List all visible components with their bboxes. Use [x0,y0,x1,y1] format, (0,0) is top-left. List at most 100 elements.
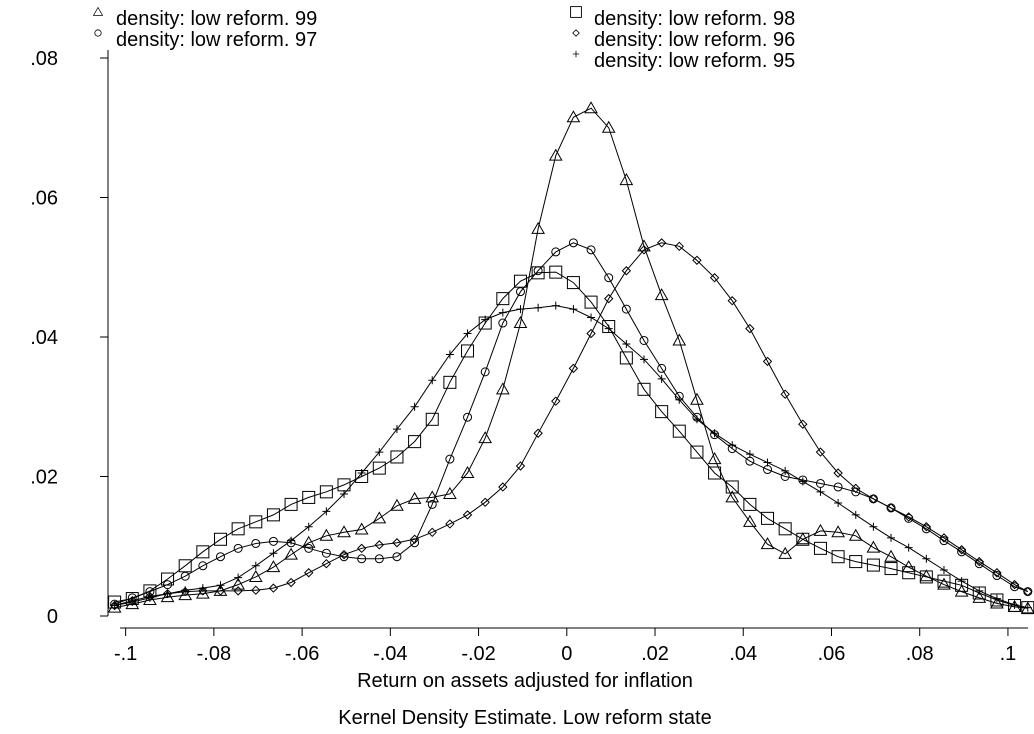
legend-marker [572,50,580,58]
data-point [356,543,367,554]
data-point [781,466,790,475]
data-point [972,590,987,603]
data-point [213,532,227,546]
data-point [584,101,598,114]
data-point [231,522,245,536]
data-point [937,577,951,590]
x-tick-label: -.08 [197,643,231,665]
data-point [248,569,263,582]
x-tick-label: .08 [906,643,934,665]
data-point [231,577,246,590]
data-point [287,536,296,545]
series-plus [110,301,1032,612]
data-point [515,461,526,471]
data-point [531,221,545,234]
series-triangle [107,101,1034,614]
data-point [128,598,137,607]
data-point [410,538,420,548]
data-point [322,507,331,516]
x-tick-label: -.02 [461,643,495,665]
data-point [727,296,737,306]
plot-area [107,101,1034,615]
x-axis: -.1 -.08 -.06 -.04 -.02 0 .02 .04 .06 .08 .1 [114,627,1028,665]
data-point [762,356,773,367]
data-point [639,335,649,345]
x-tick-label: .1 [1000,643,1017,665]
data-point [374,554,384,564]
data-point [887,533,896,542]
data-point [992,568,1002,578]
data-point [125,597,140,610]
data-point [815,447,826,457]
data-point [813,541,827,555]
data-point [674,241,684,252]
data-point [903,512,914,522]
data-point [743,497,757,511]
data-point [975,586,984,595]
data-point [498,318,508,328]
data-point [956,545,967,555]
data-point [710,429,719,438]
data-point [251,561,260,570]
data-point [498,482,508,492]
data-point [798,419,808,429]
data-point [496,292,510,306]
data-point [692,255,702,265]
data-point [690,445,704,459]
data-point [708,466,722,480]
data-point [301,535,316,548]
legend-entry: density: low reform. 98 [570,6,795,30]
data-point [1023,603,1032,612]
data-point [586,328,596,339]
data-point [319,485,333,499]
data-point [234,573,243,582]
data-point [357,554,367,564]
data-point [533,266,543,276]
data-point [480,497,490,508]
data-point [621,266,632,276]
data-point [304,522,313,531]
data-point [904,543,913,552]
data-point [178,588,193,601]
data-point [990,596,1004,609]
data-point [778,522,792,536]
data-point [831,550,845,564]
data-point [795,532,810,545]
data-point [215,552,225,562]
data-point [816,487,825,496]
data-point [849,555,863,569]
data-point [813,523,828,536]
data-point [551,396,561,406]
data-point [922,554,931,563]
legend-label: density: low reform. 99 [116,8,317,30]
data-point [392,538,402,548]
data-point [657,374,666,383]
legend-entry: density: low reform. 99 [92,6,317,30]
series-diamond [109,238,1033,611]
data-point [568,363,579,374]
data-point [992,594,1001,603]
data-point [392,425,401,434]
legend-marker [570,6,582,18]
data-point [443,486,457,499]
data-point [143,592,157,605]
legend-marker [92,6,104,16]
data-point [425,412,439,426]
data-point [180,571,190,581]
legend-marker [572,29,580,37]
data-point [390,450,404,464]
data-point [760,537,775,550]
data-point [654,288,669,301]
legend-marker [94,29,102,37]
data-point [321,548,331,558]
data-point [480,367,490,377]
data-point [498,308,507,317]
data-point [284,497,298,511]
data-point [198,561,208,571]
data-point [796,532,810,546]
data-point [833,482,843,492]
legend-label: density: low reform. 96 [594,29,795,51]
data-point [463,329,472,338]
data-point [763,458,772,467]
